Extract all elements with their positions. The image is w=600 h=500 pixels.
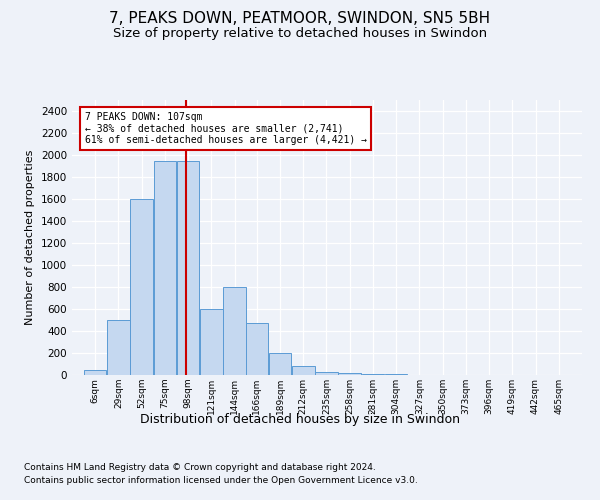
Bar: [154, 160, 176, 375]
Text: Contains HM Land Registry data © Crown copyright and database right 2024.: Contains HM Land Registry data © Crown c…: [24, 462, 376, 471]
Bar: [362, 374, 384, 375]
Bar: [130, 199, 153, 375]
Bar: [107, 320, 130, 375]
Text: Contains public sector information licensed under the Open Government Licence v3: Contains public sector information licen…: [24, 476, 418, 485]
Bar: [292, 366, 314, 375]
Text: Distribution of detached houses by size in Swindon: Distribution of detached houses by size …: [140, 412, 460, 426]
Bar: [177, 160, 199, 375]
Bar: [245, 324, 268, 375]
Bar: [338, 373, 361, 375]
Bar: [315, 372, 338, 375]
Bar: [223, 287, 246, 375]
Bar: [269, 353, 292, 375]
Y-axis label: Number of detached properties: Number of detached properties: [25, 150, 35, 325]
Bar: [385, 374, 407, 375]
Text: Size of property relative to detached houses in Swindon: Size of property relative to detached ho…: [113, 28, 487, 40]
Bar: [84, 370, 106, 375]
Bar: [200, 309, 223, 375]
Text: 7 PEAKS DOWN: 107sqm
← 38% of detached houses are smaller (2,741)
61% of semi-de: 7 PEAKS DOWN: 107sqm ← 38% of detached h…: [85, 112, 367, 146]
Text: 7, PEAKS DOWN, PEATMOOR, SWINDON, SN5 5BH: 7, PEAKS DOWN, PEATMOOR, SWINDON, SN5 5B…: [109, 11, 491, 26]
